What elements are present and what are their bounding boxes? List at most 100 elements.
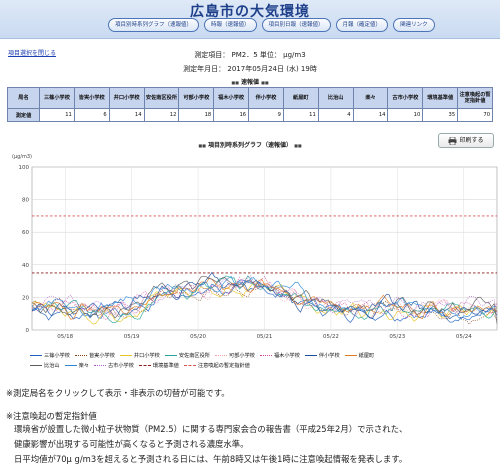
legend-label: 三篠小学校 bbox=[44, 352, 70, 359]
legend-item[interactable]: 比治山 bbox=[30, 362, 60, 369]
legend-item[interactable]: 安佐南区役所 bbox=[164, 352, 210, 359]
legend-swatch bbox=[183, 364, 196, 366]
legend-label: 紙屋町 bbox=[358, 352, 375, 359]
station-value: 6 bbox=[73, 108, 110, 122]
legend-label: 古市小学校 bbox=[107, 362, 134, 369]
x-tick-label: 05/23 bbox=[389, 334, 405, 340]
alert-text-line-3: 日平均値が70μ g/m3を超えると予測される日には、午前8時又は午後1時に注意… bbox=[14, 454, 408, 464]
legend-row: 三篠小学校 皆実小学校 井口小学校 安佐南区役所 可部小学校 福木小学校 伴小学校 紙屋町 bbox=[30, 350, 490, 360]
nav-related-links[interactable]: 関連リンク bbox=[393, 18, 435, 32]
legend-item[interactable]: 可部小学校 bbox=[215, 352, 255, 359]
station-value: 14 bbox=[352, 108, 389, 122]
legend-item[interactable]: 井口小学校 bbox=[119, 352, 160, 359]
station-header[interactable]: 古市小学校 bbox=[387, 87, 424, 109]
station-value: 18 bbox=[178, 108, 215, 122]
x-tick-label: 05/19 bbox=[124, 334, 140, 340]
series-line bbox=[31, 279, 498, 324]
nav-timeseries-graph[interactable]: 項目別時系列グラフ（速報値） bbox=[108, 18, 200, 32]
station-value: 10 bbox=[387, 108, 424, 122]
table-row: 測定値 11 6 14 12 18 16 9 11 4 14 10 35 70 bbox=[7, 108, 493, 122]
print-label: 印刷する bbox=[459, 137, 484, 144]
station-value: 16 bbox=[213, 108, 250, 122]
legend-row: 比治山 楽々 古市小学校 環境基準値 注意喚起の暫定指針値 bbox=[30, 360, 490, 370]
legend-swatch bbox=[344, 354, 357, 356]
legend-label: 皆実小学校 bbox=[88, 352, 115, 359]
station-header[interactable]: 注意喚起の暫定指針値 bbox=[457, 87, 493, 109]
station-value: 14 bbox=[108, 108, 145, 122]
station-value: 9 bbox=[248, 108, 284, 122]
station-header[interactable]: 可部小学校 bbox=[178, 87, 215, 109]
legend-item[interactable]: 福木小学校 bbox=[259, 352, 300, 359]
station-header[interactable]: 三篠小学校 bbox=[39, 87, 75, 109]
legend-label: 安佐南区役所 bbox=[178, 352, 210, 359]
chart-legend: 三篠小学校 皆実小学校 井口小学校 安佐南区役所 可部小学校 福木小学校 伴小学校 紙屋町 比治… bbox=[30, 350, 490, 370]
y-tick-label: 60 bbox=[22, 230, 29, 236]
nav-hourly-report[interactable]: 時報（速報値） bbox=[204, 18, 257, 32]
nav-bar: 項目別時系列グラフ（速報値） 時報（速報値） 項目別日報（速報値） 月報（確定値… bbox=[108, 18, 435, 32]
legend-item[interactable]: 注意喚起の暫定指針値 bbox=[183, 362, 250, 369]
site-header: 広島市の大気環境 項目別時系列グラフ（速報値） 時報（速報値） 項目別日報（速報… bbox=[0, 0, 500, 39]
station-value: 35 bbox=[422, 108, 459, 122]
legend-item[interactable]: 伴小学校 bbox=[304, 352, 340, 359]
legend-swatch bbox=[119, 354, 132, 356]
print-button[interactable]: 印刷する bbox=[438, 133, 494, 148]
station-header[interactable]: 楽々 bbox=[352, 87, 389, 109]
nav-monthly-report[interactable]: 月報（確定値） bbox=[335, 18, 389, 32]
station-header[interactable]: 安佐南区役所 bbox=[143, 87, 180, 109]
y-tick-label: 100 bbox=[19, 165, 30, 171]
measurement-item: 測定項目： PM2．5 単位： μg/m3 bbox=[194, 51, 306, 59]
toggle-hint-note: ※測定局名をクリックして表示・非表示の切替が可能です。 bbox=[6, 388, 230, 398]
legend-swatch bbox=[64, 364, 77, 366]
graph-section-title: ■■ 項目別時系列グラフ（速報値） ■■ bbox=[198, 142, 302, 149]
station-header[interactable]: 井口小学校 bbox=[108, 87, 145, 109]
station-value: 70 bbox=[457, 108, 493, 122]
legend-label: 比治山 bbox=[44, 362, 60, 369]
legend-swatch bbox=[138, 364, 151, 366]
legend-label: 可部小学校 bbox=[229, 352, 255, 359]
close-item-selection-link[interactable]: 項目選択を閉じる bbox=[8, 50, 57, 57]
x-tick-label: 05/20 bbox=[190, 334, 206, 340]
legend-swatch bbox=[164, 354, 177, 356]
legend-label: 注意喚起の暫定指針値 bbox=[197, 362, 250, 369]
legend-item[interactable]: 古市小学校 bbox=[93, 362, 134, 369]
y-axis-label: (μg/m3) bbox=[12, 154, 32, 160]
values-table: 局名 三篠小学校 皆実小学校 井口小学校 安佐南区役所 可部小学校 福木小学校 伴小学校 紙屋町… bbox=[7, 87, 493, 122]
station-header[interactable]: 皆実小学校 bbox=[73, 87, 110, 109]
series-line bbox=[31, 275, 498, 316]
legend-swatch bbox=[74, 354, 87, 356]
timeseries-chart: 0 20 40 60 80 100 (μg/m3) 05/18 05/19 05/20 05/21 0… bbox=[12, 154, 498, 340]
legend-swatch bbox=[93, 364, 106, 366]
legend-label: 環境基準値 bbox=[152, 362, 179, 369]
alert-text-line-2: 健康影響が出現する可能性が高くなると予測される濃度水準。 bbox=[14, 439, 249, 449]
y-tick-label: 80 bbox=[22, 198, 29, 204]
alert-text-line-1: 環境省が設置した微小粒子状物質（PM2.5）に関する専門家会合の報告書（平成25… bbox=[14, 424, 408, 434]
y-tick-label: 0 bbox=[26, 328, 30, 334]
station-header[interactable]: 比治山 bbox=[317, 87, 354, 109]
legend-swatch bbox=[304, 354, 317, 356]
preliminary-section-title: ■■ 速報値 ■■ bbox=[231, 79, 269, 86]
legend-label: 井口小学校 bbox=[133, 352, 160, 359]
legend-item[interactable]: 三篠小学校 bbox=[30, 352, 70, 359]
y-tick-label: 20 bbox=[22, 295, 29, 301]
nav-daily-report[interactable]: 項目別日報（速報値） bbox=[261, 18, 331, 32]
station-header[interactable]: 福木小学校 bbox=[213, 87, 250, 109]
legend-item[interactable]: 楽々 bbox=[64, 362, 89, 369]
series-line bbox=[31, 277, 498, 320]
station-header[interactable]: 伴小学校 bbox=[248, 87, 284, 109]
table-header-row: 局名 三篠小学校 皆実小学校 井口小学校 安佐南区役所 可部小学校 福木小学校 伴小学校 紙屋町… bbox=[7, 87, 493, 109]
legend-item[interactable]: 環境基準値 bbox=[138, 362, 179, 369]
series-line bbox=[31, 276, 498, 321]
legend-label: 伴小学校 bbox=[318, 352, 340, 359]
station-header[interactable]: 紙屋町 bbox=[282, 87, 319, 109]
legend-item[interactable]: 紙屋町 bbox=[344, 352, 375, 359]
legend-item[interactable]: 皆実小学校 bbox=[74, 352, 115, 359]
station-value: 12 bbox=[143, 108, 180, 122]
station-header[interactable]: 環境基準値 bbox=[422, 87, 459, 109]
legend-swatch bbox=[30, 354, 42, 356]
row-label: 測定値 bbox=[7, 108, 40, 122]
x-tick-label: 05/18 bbox=[57, 334, 73, 340]
x-tick-label: 05/22 bbox=[323, 334, 339, 340]
legend-swatch bbox=[259, 354, 272, 356]
table-corner-header: 局名 bbox=[7, 87, 40, 109]
legend-swatch bbox=[215, 354, 227, 356]
